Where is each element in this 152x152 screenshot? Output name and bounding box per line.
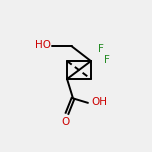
Text: HO: HO <box>35 40 51 50</box>
Text: F: F <box>98 44 104 54</box>
Text: O: O <box>61 117 70 127</box>
Text: OH: OH <box>92 97 108 107</box>
Text: F: F <box>104 55 110 65</box>
